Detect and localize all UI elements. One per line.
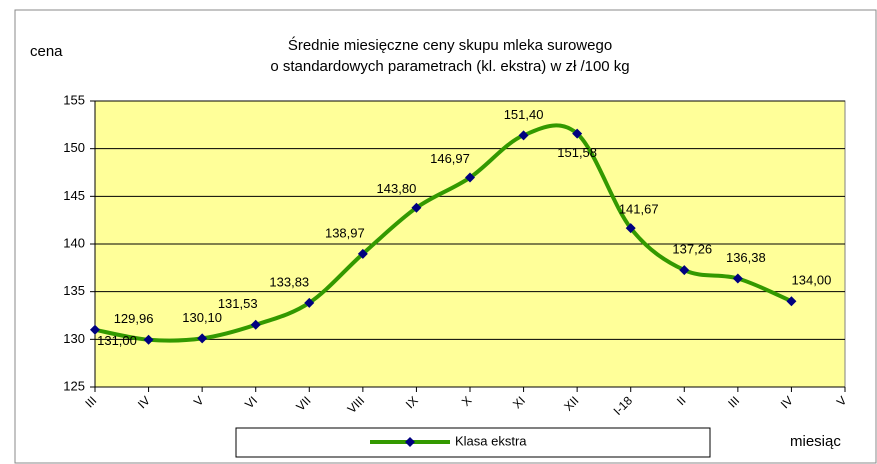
data-label: 138,97 (325, 225, 365, 240)
data-label: 151,40 (504, 107, 544, 122)
data-label: 131,00 (97, 333, 137, 348)
data-label: 131,53 (218, 296, 258, 311)
data-label: 137,26 (672, 242, 712, 257)
y-tick-label: 125 (63, 378, 85, 393)
data-point (679, 265, 690, 276)
y-tick-label: 135 (63, 283, 85, 298)
y-axis-label: cena (30, 43, 63, 60)
y-tick-label: 155 (63, 92, 85, 107)
data-label: 136,38 (726, 250, 766, 265)
data-label: 143,80 (377, 181, 417, 196)
data-point (250, 319, 261, 330)
x-axis-label: miesiąc (790, 433, 841, 450)
data-label: 133,83 (269, 274, 309, 289)
data-point (304, 297, 315, 308)
y-tick-label: 130 (63, 331, 85, 346)
series-line (94, 123, 793, 343)
data-point (786, 296, 797, 307)
data-label: 134,00 (792, 273, 832, 288)
data-point (143, 334, 154, 345)
data-point (572, 128, 583, 139)
data-label: 151,58 (557, 145, 597, 160)
data-point (625, 223, 636, 234)
data-point (197, 333, 208, 344)
data-point (411, 202, 422, 213)
data-point (465, 172, 475, 183)
data-point (357, 248, 368, 259)
y-tick-label: 150 (63, 140, 85, 155)
data-label: 129,96 (114, 311, 154, 326)
chart-title: Średnie miesięczne ceny skupu mleka suro… (288, 36, 612, 54)
data-point (732, 273, 743, 284)
legend-label: Klasa ekstra (455, 433, 527, 448)
data-label: 130,10 (182, 310, 222, 325)
y-tick-label: 140 (63, 235, 85, 250)
chart-subtitle: o standardowych parametrach (kl. ekstra)… (270, 58, 629, 75)
data-point (90, 324, 100, 335)
data-point (518, 130, 529, 141)
y-tick-label: 145 (63, 188, 85, 203)
data-label: 141,67 (619, 202, 659, 217)
data-label: 146,97 (430, 151, 470, 166)
legend-marker (405, 437, 415, 447)
legend (235, 427, 711, 458)
